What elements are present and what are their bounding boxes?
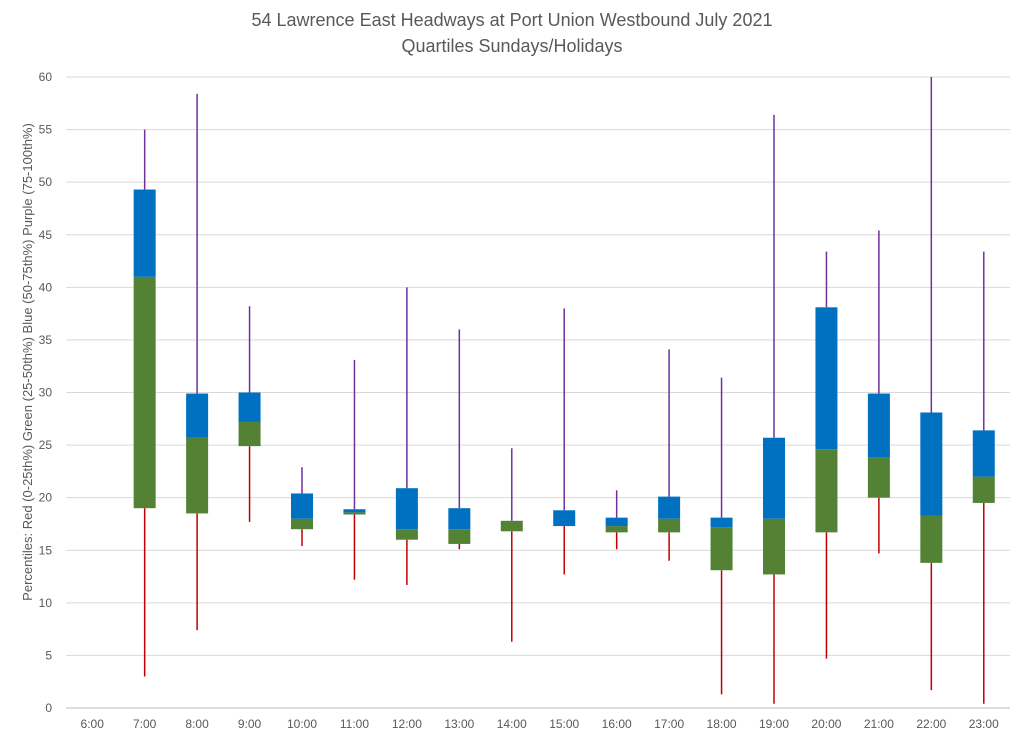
plot-marks (133, 77, 995, 704)
y-tick-label: 35 (39, 333, 53, 347)
y-tick-label: 10 (39, 596, 53, 610)
y-tick-label: 20 (39, 491, 53, 505)
x-tick-label: 6:00 (81, 717, 105, 731)
y-axis-label: Percentiles: Red (0-25th%) Green (25-50t… (20, 123, 35, 601)
box-upper-quartile (710, 517, 733, 528)
x-tick-label: 17:00 (654, 717, 684, 731)
box-upper-quartile (553, 510, 576, 527)
box-lower-quartile (867, 457, 890, 498)
box-lower-quartile (186, 437, 209, 514)
x-tick-label: 22:00 (916, 717, 946, 731)
x-tick-label: 11:00 (340, 717, 369, 731)
x-tick-label: 13:00 (444, 717, 474, 731)
box-lower-quartile (815, 449, 838, 533)
y-tick-label: 30 (39, 386, 53, 400)
box-upper-quartile (133, 189, 156, 277)
box-upper-quartile (867, 393, 890, 458)
y-tick-label: 55 (39, 123, 53, 137)
box-upper-quartile (343, 509, 366, 513)
y-axis-ticks: 0 5 10 15 20 25 30 35 40 45 50 55 60 (39, 70, 53, 715)
box-lower-quartile (238, 421, 261, 447)
box-upper-quartile (972, 430, 995, 477)
box-lower-quartile (395, 529, 418, 540)
y-tick-label: 50 (39, 175, 53, 189)
x-tick-label: 9:00 (238, 717, 262, 731)
box-upper-quartile (658, 496, 681, 519)
x-tick-label: 21:00 (864, 717, 894, 731)
box-upper-quartile (815, 307, 838, 450)
y-tick-label: 25 (39, 438, 53, 452)
box-lower-quartile (448, 529, 471, 544)
box-upper-quartile (186, 393, 209, 438)
box-lower-quartile (500, 520, 523, 532)
x-tick-label: 7:00 (133, 717, 157, 731)
box-lower-quartile (972, 476, 995, 503)
y-tick-label: 0 (45, 701, 52, 715)
chart-subtitle: Quartiles Sundays/Holidays (401, 36, 623, 56)
box-lower-quartile (710, 527, 733, 571)
box-lower-quartile (658, 518, 681, 533)
box-lower-quartile (763, 518, 785, 575)
x-tick-label: 20:00 (811, 717, 841, 731)
box-upper-quartile (238, 392, 261, 422)
box-lower-quartile (343, 512, 366, 515)
box-upper-quartile (291, 493, 313, 519)
box-lower-quartile (605, 526, 628, 533)
x-tick-label: 15:00 (549, 717, 579, 731)
box-upper-quartile (763, 437, 785, 519)
box-upper-quartile (395, 488, 418, 530)
box-upper-quartile (605, 517, 628, 527)
y-tick-label: 45 (39, 228, 53, 242)
gridlines (66, 76, 1010, 709)
chart-title: 54 Lawrence East Headways at Port Union … (251, 10, 773, 30)
y-tick-label: 5 (45, 648, 52, 662)
box-lower-quartile (291, 518, 313, 530)
x-tick-label: 10:00 (287, 717, 317, 731)
x-tick-label: 8:00 (185, 717, 209, 731)
box-lower-quartile (133, 276, 156, 509)
x-tick-label: 19:00 (759, 717, 789, 731)
x-tick-label: 14:00 (497, 717, 527, 731)
x-tick-label: 12:00 (392, 717, 422, 731)
box-upper-quartile (920, 412, 943, 516)
box-upper-quartile (448, 508, 471, 530)
box-lower-quartile (920, 515, 943, 563)
y-tick-label: 60 (39, 70, 53, 84)
x-tick-label: 23:00 (969, 717, 999, 731)
y-tick-label: 40 (39, 280, 53, 294)
y-tick-label: 15 (39, 543, 53, 557)
x-tick-label: 16:00 (602, 717, 632, 731)
x-axis-ticks: 6:00 7:00 8:00 9:00 10:00 11:00 12:00 13:00 14:0… (81, 717, 1000, 731)
x-tick-label: 18:00 (707, 717, 737, 731)
